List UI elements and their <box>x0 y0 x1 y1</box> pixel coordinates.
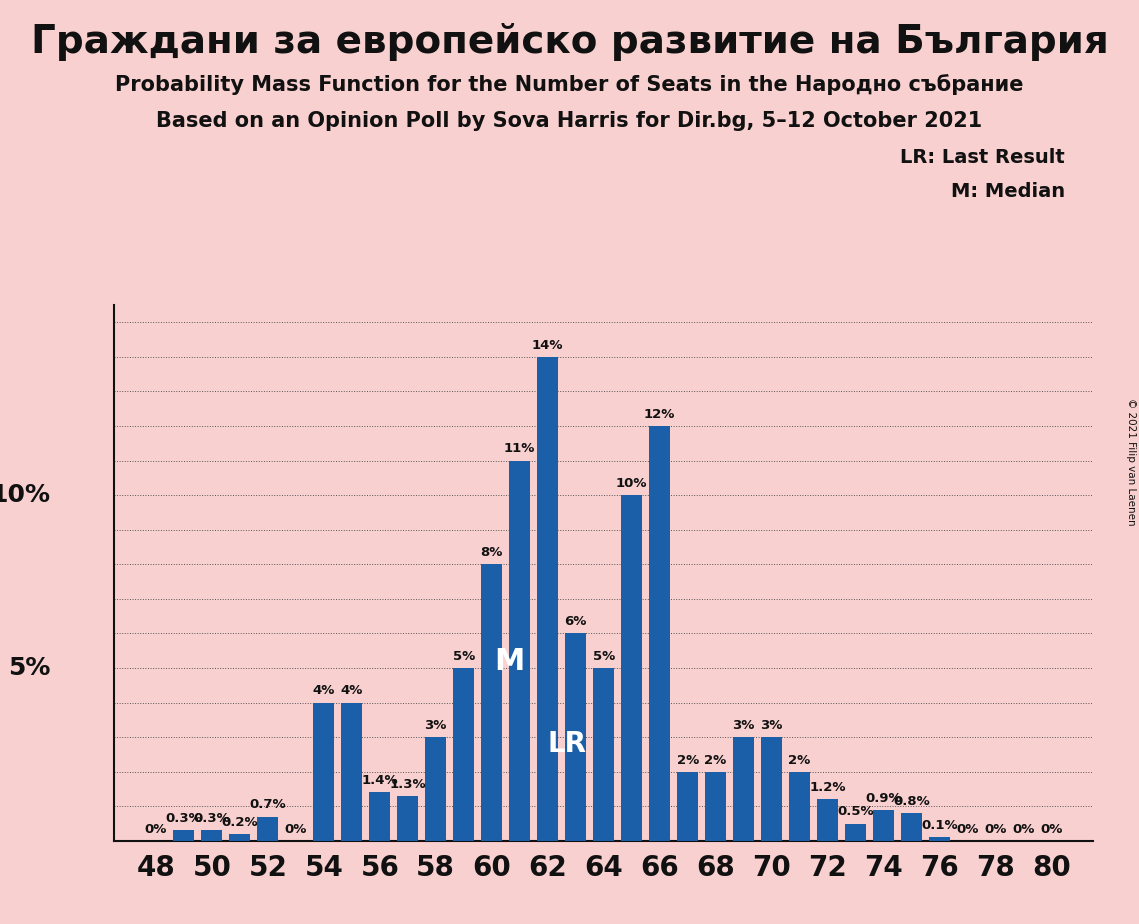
Text: M: Median: M: Median <box>951 182 1065 201</box>
Bar <box>872 809 894 841</box>
Bar <box>901 813 923 841</box>
Text: 1.2%: 1.2% <box>810 781 846 794</box>
Bar <box>369 793 391 841</box>
Text: 0.9%: 0.9% <box>866 792 902 805</box>
Bar <box>593 668 614 841</box>
Bar <box>621 495 642 841</box>
Text: 4%: 4% <box>312 685 335 698</box>
Text: 0.3%: 0.3% <box>194 812 230 825</box>
Text: 0.8%: 0.8% <box>893 795 929 808</box>
Bar <box>257 817 278 841</box>
Text: Probability Mass Function for the Number of Seats in the Народно събрание: Probability Mass Function for the Number… <box>115 74 1024 95</box>
Bar <box>342 702 362 841</box>
Text: Based on an Opinion Poll by Sova Harris for Dir.bg, 5–12 October 2021: Based on an Opinion Poll by Sova Harris … <box>156 111 983 131</box>
Bar <box>202 831 222 841</box>
Text: 3%: 3% <box>761 719 782 732</box>
Bar <box>734 737 754 841</box>
Bar <box>453 668 474 841</box>
Text: 4%: 4% <box>341 685 363 698</box>
Text: 0%: 0% <box>957 822 978 835</box>
Text: 0.3%: 0.3% <box>165 812 203 825</box>
Text: LR: Last Result: LR: Last Result <box>900 148 1065 167</box>
Bar <box>817 799 838 841</box>
Text: 3%: 3% <box>732 719 755 732</box>
Text: 2%: 2% <box>788 753 811 767</box>
Text: © 2021 Filip van Laenen: © 2021 Filip van Laenen <box>1126 398 1136 526</box>
Text: 0%: 0% <box>1040 822 1063 835</box>
Text: Граждани за европейско развитие на България: Граждани за европейско развитие на Бълга… <box>31 23 1108 61</box>
Bar <box>173 831 195 841</box>
Text: 0%: 0% <box>285 822 308 835</box>
Text: 0.5%: 0.5% <box>837 806 874 819</box>
Bar <box>845 823 866 841</box>
Text: 12%: 12% <box>644 407 675 420</box>
Text: 5%: 5% <box>452 650 475 663</box>
Bar <box>789 772 810 841</box>
Text: 0%: 0% <box>1013 822 1034 835</box>
Bar <box>929 837 950 841</box>
Text: 0%: 0% <box>145 822 167 835</box>
Bar <box>761 737 782 841</box>
Text: 0.7%: 0.7% <box>249 798 286 811</box>
Text: 6%: 6% <box>565 615 587 628</box>
Text: 10%: 10% <box>0 483 50 507</box>
Bar <box>565 633 587 841</box>
Text: 10%: 10% <box>616 477 647 490</box>
Text: M: M <box>494 647 525 675</box>
Bar <box>677 772 698 841</box>
Bar <box>538 357 558 841</box>
Text: 5%: 5% <box>8 656 50 680</box>
Bar <box>481 565 502 841</box>
Text: 2%: 2% <box>705 753 727 767</box>
Bar <box>229 834 251 841</box>
Text: 11%: 11% <box>505 443 535 456</box>
Bar <box>425 737 446 841</box>
Text: 1.4%: 1.4% <box>361 774 399 787</box>
Text: 8%: 8% <box>481 546 503 559</box>
Text: 2%: 2% <box>677 753 698 767</box>
Text: LR: LR <box>548 730 587 758</box>
Text: 1.3%: 1.3% <box>390 778 426 791</box>
Text: 0.1%: 0.1% <box>921 820 958 833</box>
Text: 5%: 5% <box>592 650 615 663</box>
Text: 0.2%: 0.2% <box>221 816 259 829</box>
Text: 3%: 3% <box>425 719 446 732</box>
Text: 14%: 14% <box>532 338 564 352</box>
Bar <box>509 460 530 841</box>
Bar <box>313 702 335 841</box>
Bar <box>649 426 670 841</box>
Text: 0%: 0% <box>984 822 1007 835</box>
Bar <box>705 772 727 841</box>
Bar <box>398 796 418 841</box>
